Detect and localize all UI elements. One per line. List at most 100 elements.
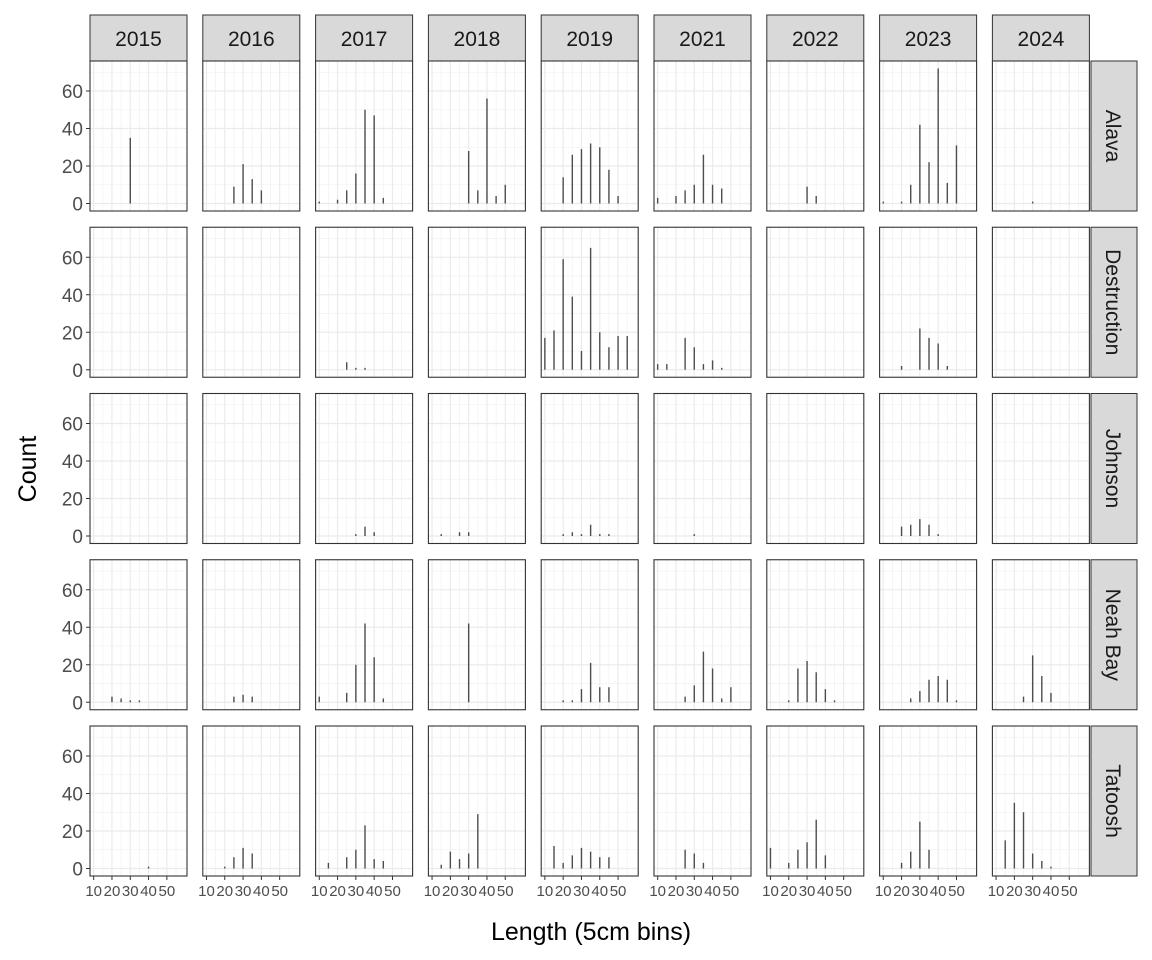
panel-border [991, 725, 1090, 877]
facet-strip-year [202, 14, 301, 62]
panel-background [879, 559, 977, 710]
panel-background [992, 393, 1090, 544]
bar [608, 347, 610, 370]
bar [364, 109, 366, 204]
bar [928, 849, 930, 869]
bar [458, 859, 461, 869]
bar [824, 855, 827, 869]
x-tick-label: 30 [348, 883, 365, 900]
y-tick-label: 0 [72, 693, 83, 714]
y-tick-label: 20 [62, 490, 83, 511]
bar [440, 864, 442, 869]
x-tick-label: 20 [104, 883, 121, 900]
panel-background [315, 227, 413, 378]
bar [1004, 840, 1006, 869]
bar [458, 532, 461, 536]
bar [721, 188, 723, 204]
y-tick-label: 40 [62, 120, 83, 141]
bar [910, 698, 912, 703]
y-tick-label: 20 [62, 157, 83, 178]
bar [937, 534, 939, 536]
panel-background [202, 726, 300, 876]
bar [242, 164, 244, 204]
bar [656, 364, 659, 370]
bar [553, 330, 555, 370]
panel-background [315, 393, 413, 544]
panel-background [428, 227, 526, 378]
bar [318, 696, 320, 703]
bar [919, 691, 921, 703]
panel-border [766, 559, 865, 711]
panel-background [315, 61, 413, 211]
bar [571, 855, 574, 869]
bar [937, 343, 939, 370]
panel-background [202, 61, 300, 211]
panel-border [653, 392, 752, 545]
facet-panel [427, 392, 526, 545]
panel-border [653, 559, 752, 711]
facet-strip-year [427, 14, 526, 62]
bar [242, 847, 244, 869]
bar [440, 534, 442, 536]
x-tick-label: 30 [573, 883, 590, 900]
bar [599, 687, 601, 703]
facet-panel [540, 392, 639, 545]
x-tick-label: 50 [723, 883, 740, 900]
panel-border [879, 392, 978, 545]
x-tick-label: 30 [460, 883, 477, 900]
bar [382, 861, 385, 869]
facet-panel: 0 20 40 60 [62, 559, 188, 714]
bar [589, 247, 592, 370]
x-tick-label: 50 [1061, 883, 1078, 900]
panel-border [315, 226, 414, 378]
panel-border [89, 725, 188, 877]
bar [806, 186, 808, 204]
facet-panel: 0 20 40 60 [62, 226, 188, 382]
bar [599, 332, 601, 370]
panel-background [541, 393, 639, 544]
x-tick-label: 50 [384, 883, 401, 900]
panel-border [766, 226, 865, 378]
y-tick-label: 60 [62, 415, 83, 436]
bar [251, 696, 253, 703]
panel-background [90, 227, 187, 378]
bar [346, 692, 348, 703]
bar [788, 700, 790, 703]
panel-border [879, 725, 978, 877]
panel-background [766, 726, 864, 876]
panel-background [879, 726, 977, 876]
bar [233, 857, 235, 869]
bar [382, 698, 385, 703]
x-tick-label: 30 [235, 883, 252, 900]
facet-strip-year-label: 2015 [115, 28, 162, 51]
y-tick-label: 40 [62, 785, 83, 806]
panel-background [90, 61, 187, 211]
panel-background [879, 227, 977, 378]
bar [919, 124, 921, 204]
x-tick-label: 20 [555, 883, 572, 900]
bar [617, 336, 619, 370]
facet-panel: 10 20 30 40 50 [649, 725, 752, 900]
panel-background [90, 393, 187, 544]
y-axis-title: Count [14, 436, 42, 503]
facet-strip-year [315, 14, 414, 62]
bar [1031, 655, 1034, 703]
bar [1050, 692, 1052, 703]
bar [355, 173, 357, 204]
bar [1050, 866, 1052, 869]
panel-border [89, 226, 188, 378]
facet-strip-site-label: Neah Bay [1101, 589, 1124, 682]
bar [693, 184, 695, 204]
x-tick-label: 40 [140, 883, 157, 900]
facet-panel [653, 226, 752, 378]
bar [1022, 696, 1025, 703]
facet-panel: 0 20 40 60 [62, 392, 188, 548]
facet-panel: 0 20 40 60 [62, 60, 188, 216]
bar [919, 328, 921, 370]
facet-panel [202, 60, 301, 212]
bar [544, 337, 546, 370]
panel-background [315, 726, 413, 876]
bar [711, 668, 714, 703]
facet-panel [427, 559, 526, 711]
